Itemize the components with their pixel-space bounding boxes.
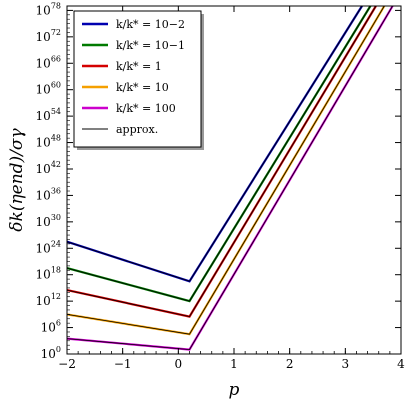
y-tick-label-7: 1042 bbox=[36, 160, 61, 176]
y-tick-label-5: 1030 bbox=[36, 213, 61, 229]
y-tick-label-11: 1066 bbox=[36, 54, 61, 70]
series-lines bbox=[66, 5, 394, 351]
x-tick-label-6: 4 bbox=[397, 357, 405, 371]
legend-label-4: k/k* = 100 bbox=[116, 102, 176, 115]
y-tick-label-1: 106 bbox=[41, 319, 61, 335]
x-tick-label-4: 2 bbox=[286, 357, 294, 371]
x-tick-label-5: 3 bbox=[342, 357, 350, 371]
legend-label-3: k/k* = 10 bbox=[116, 81, 169, 94]
y-axis-label: δk(ηend)/σγ bbox=[7, 127, 27, 231]
approx-line-1 bbox=[66, 5, 371, 302]
approx-line-3 bbox=[66, 5, 385, 335]
legend-label-0: k/k* = 10−2 bbox=[116, 18, 185, 31]
x-tick-label-0: −2 bbox=[58, 357, 76, 371]
y-tick-label-3: 1018 bbox=[36, 266, 61, 282]
x-axis-label: p bbox=[229, 380, 240, 400]
legend-label-2: k/k* = 1 bbox=[116, 60, 162, 73]
y-tick-label-9: 1054 bbox=[36, 107, 61, 123]
y-tick-labels: 100 106 1012 1018 1024 1030 1036 1042 1048 1054 10… bbox=[36, 1, 61, 361]
y-tick-label-0: 100 bbox=[41, 345, 61, 361]
y-tick-label-12: 1072 bbox=[36, 28, 61, 44]
y-tick-label-8: 1048 bbox=[36, 134, 61, 150]
x-tick-labels: −2 −1 0 1 2 3 4 bbox=[58, 357, 405, 371]
approx-line-0 bbox=[66, 5, 363, 282]
axis-ticks bbox=[66, 5, 402, 355]
approx-line-4 bbox=[66, 5, 393, 351]
x-tick-label-1: −1 bbox=[114, 357, 132, 371]
y-tick-label-2: 1012 bbox=[36, 292, 61, 308]
y-tick-label-6: 1036 bbox=[36, 186, 61, 202]
x-tick-label-2: 0 bbox=[175, 357, 183, 371]
approx-line-2 bbox=[66, 5, 377, 318]
legend-label-1: k/k* = 10−1 bbox=[116, 39, 185, 52]
legend: k/k* = 10−2 k/k* = 10−1 k/k* = 1 k/k* = 10 k… bbox=[73, 10, 204, 150]
y-tick-label-4: 1024 bbox=[36, 239, 61, 255]
x-tick-label-3: 1 bbox=[230, 357, 238, 371]
y-tick-label-10: 1060 bbox=[36, 81, 61, 97]
y-tick-label-13: 1078 bbox=[36, 1, 61, 17]
legend-label-5: approx. bbox=[116, 123, 158, 136]
legend-box bbox=[73, 10, 202, 148]
